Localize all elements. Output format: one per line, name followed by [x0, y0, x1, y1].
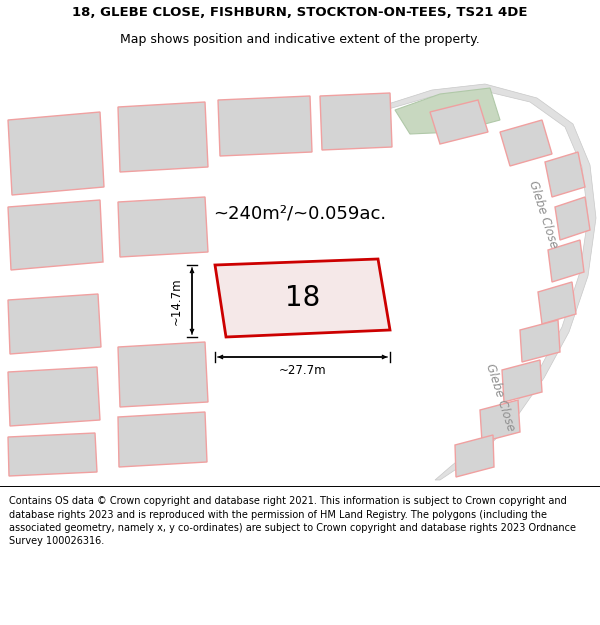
Polygon shape: [385, 84, 596, 480]
Polygon shape: [395, 88, 500, 134]
Text: Map shows position and indicative extent of the property.: Map shows position and indicative extent…: [120, 32, 480, 46]
Text: Contains OS data © Crown copyright and database right 2021. This information is : Contains OS data © Crown copyright and d…: [9, 496, 576, 546]
Text: Glebe Close: Glebe Close: [483, 362, 517, 432]
Polygon shape: [480, 400, 520, 442]
Polygon shape: [218, 96, 312, 156]
Polygon shape: [8, 367, 100, 426]
Polygon shape: [118, 102, 208, 172]
Text: 18: 18: [284, 284, 320, 312]
Text: ~240m²/~0.059ac.: ~240m²/~0.059ac.: [214, 205, 386, 223]
Polygon shape: [8, 433, 97, 476]
Polygon shape: [8, 200, 103, 270]
Text: ~14.7m: ~14.7m: [170, 278, 182, 325]
Polygon shape: [548, 240, 584, 282]
Polygon shape: [538, 282, 576, 324]
Polygon shape: [555, 197, 590, 240]
Text: 18, GLEBE CLOSE, FISHBURN, STOCKTON-ON-TEES, TS21 4DE: 18, GLEBE CLOSE, FISHBURN, STOCKTON-ON-T…: [72, 6, 528, 19]
Polygon shape: [455, 435, 494, 477]
Polygon shape: [118, 197, 208, 257]
Polygon shape: [520, 320, 560, 362]
Text: ~27.7m: ~27.7m: [278, 364, 326, 378]
Polygon shape: [215, 259, 390, 337]
Polygon shape: [430, 100, 488, 144]
Polygon shape: [8, 112, 104, 195]
Polygon shape: [8, 294, 101, 354]
Text: Glebe Close: Glebe Close: [526, 179, 560, 249]
Polygon shape: [320, 93, 392, 150]
Polygon shape: [500, 120, 552, 166]
Polygon shape: [118, 412, 207, 467]
Polygon shape: [118, 342, 208, 407]
Polygon shape: [545, 152, 585, 197]
Polygon shape: [502, 360, 542, 402]
